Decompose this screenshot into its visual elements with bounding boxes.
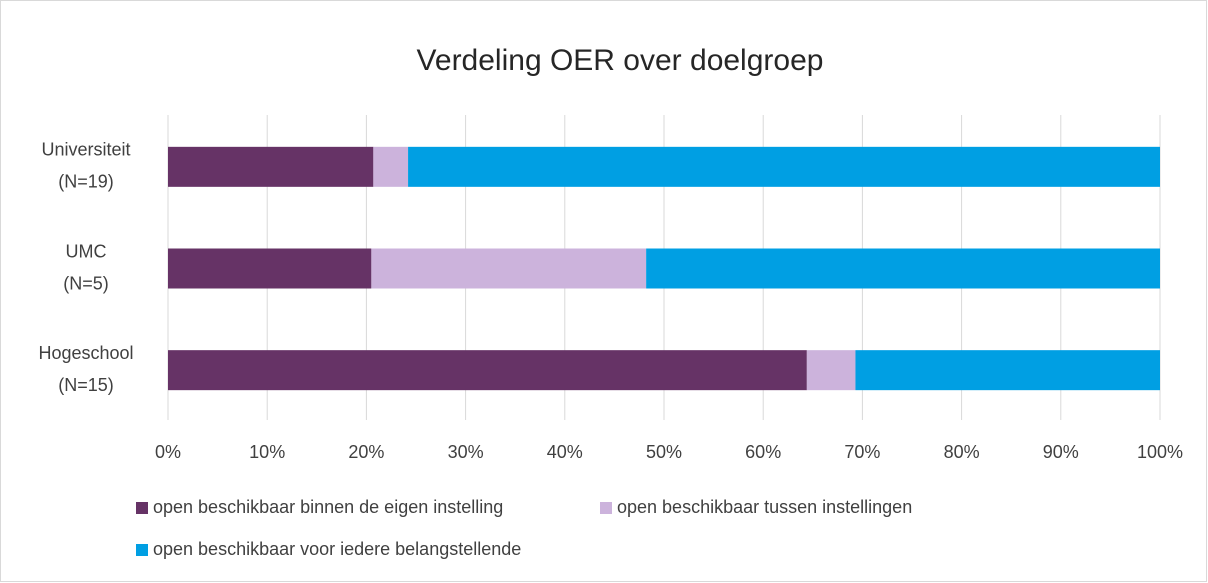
chart-title: Verdeling OER over doelgroep (417, 44, 824, 77)
x-tick-label: 90% (1043, 442, 1079, 462)
x-tick-label: 50% (646, 442, 682, 462)
y-tick-label: (N=19) (58, 172, 114, 192)
bar-segment (168, 146, 374, 187)
legend-label: open beschikbaar binnen de eigen instell… (153, 497, 503, 517)
legend-swatch (136, 544, 148, 556)
x-tick-label: 40% (547, 442, 583, 462)
y-tick-label: UMC (66, 241, 107, 261)
x-tick-label: 70% (844, 442, 880, 462)
legend-label: open beschikbaar tussen instellingen (617, 497, 912, 517)
x-tick-label: 80% (944, 442, 980, 462)
x-tick-label: 20% (348, 442, 384, 462)
bar-segment (806, 350, 856, 391)
x-tick-label: 60% (745, 442, 781, 462)
bar-segment (371, 248, 647, 289)
y-tick-label: (N=5) (63, 273, 109, 293)
y-tick-label: (N=15) (58, 375, 114, 395)
bar-segment (855, 350, 1160, 391)
x-tick-label: 100% (1137, 442, 1183, 462)
bar-segment (408, 146, 1161, 187)
legend-label: open beschikbaar voor iedere belangstell… (153, 539, 521, 559)
bar-segment (168, 248, 372, 289)
legend-swatch (600, 502, 612, 514)
bar-segment (646, 248, 1160, 289)
x-tick-label: 0% (155, 442, 181, 462)
x-tick-label: 10% (249, 442, 285, 462)
y-tick-label: Universiteit (41, 140, 130, 160)
bar-segment (373, 146, 409, 187)
x-tick-label: 30% (448, 442, 484, 462)
y-tick-label: Hogeschool (38, 343, 133, 363)
legend-swatch (136, 502, 148, 514)
bar-segment (168, 350, 807, 391)
